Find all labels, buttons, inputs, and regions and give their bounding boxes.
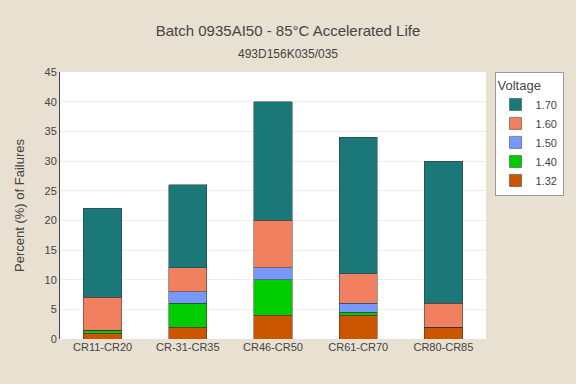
- svg-text:1.50: 1.50: [536, 137, 557, 149]
- svg-text:Voltage: Voltage: [498, 78, 541, 93]
- svg-text:CR-31-CR35: CR-31-CR35: [156, 341, 220, 353]
- svg-text:CR11-CR20: CR11-CR20: [73, 341, 132, 353]
- svg-text:CR46-CR50: CR46-CR50: [243, 341, 303, 353]
- svg-text:1.70: 1.70: [536, 99, 557, 111]
- svg-text:CR80-CR85: CR80-CR85: [413, 341, 473, 353]
- svg-text:CR61-CR70: CR61-CR70: [328, 341, 388, 353]
- svg-text:1.60: 1.60: [536, 118, 557, 130]
- svg-text:45: 45: [45, 66, 57, 78]
- svg-text:25: 25: [45, 185, 57, 197]
- svg-text:Percent (%) of Failures: Percent (%) of Failures: [12, 139, 27, 272]
- svg-text:0: 0: [51, 333, 57, 345]
- svg-text:5: 5: [51, 303, 57, 315]
- svg-text:30: 30: [45, 155, 57, 167]
- svg-text:40: 40: [45, 96, 57, 108]
- svg-text:1.40: 1.40: [536, 156, 557, 168]
- svg-text:20: 20: [45, 214, 57, 226]
- svg-text:1.32: 1.32: [536, 175, 557, 187]
- svg-text:10: 10: [45, 274, 57, 286]
- svg-text:Batch 0935AI50 - 85°C Accelera: Batch 0935AI50 - 85°C Accelerated Life: [156, 22, 421, 39]
- svg-text:493D156K035/035: 493D156K035/035: [238, 47, 338, 61]
- svg-text:15: 15: [45, 244, 57, 256]
- svg-text:35: 35: [45, 125, 57, 137]
